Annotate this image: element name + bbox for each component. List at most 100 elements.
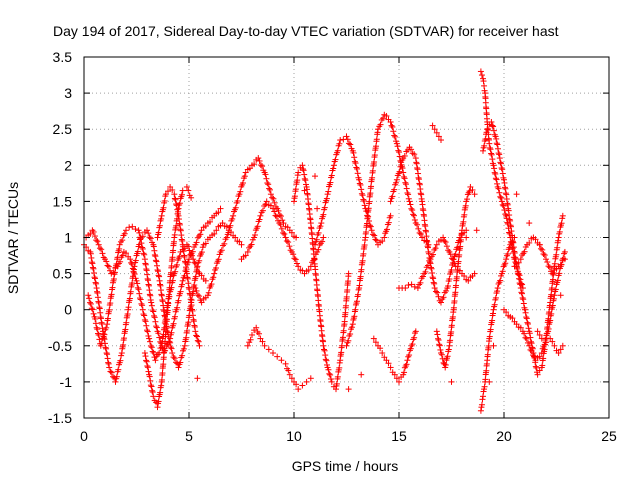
data-point [295, 386, 302, 393]
data-point [198, 299, 205, 306]
data-point-interp [487, 326, 494, 333]
data-point-interp [117, 357, 124, 364]
data-point [513, 321, 520, 328]
data-point-interp [180, 345, 187, 352]
data-point-interp [87, 300, 94, 307]
data-point-interp [110, 276, 117, 283]
data-point-interp [350, 149, 357, 156]
data-point-interp [503, 215, 510, 222]
data-point-interp [556, 228, 563, 235]
data-points [81, 68, 568, 414]
data-point [270, 350, 276, 357]
y-tick-label: 3 [64, 85, 72, 101]
data-point [396, 378, 402, 385]
data-point-interp [480, 78, 487, 85]
data-point-interp [126, 224, 133, 231]
data-point [179, 187, 186, 194]
data-point-interp [94, 238, 101, 245]
data-point-interp [401, 369, 408, 376]
data-point-interp [448, 255, 455, 262]
data-point-interp [87, 250, 94, 257]
data-point-interp [419, 273, 426, 280]
data-point-interp [346, 140, 353, 147]
data-point-interp [527, 346, 534, 353]
data-point [526, 342, 533, 349]
data-point-interp [134, 280, 141, 287]
data-point [383, 357, 390, 364]
data-point-interp [143, 358, 150, 365]
data-point-interp [225, 229, 232, 236]
data-point-interp [359, 192, 366, 199]
data-point [431, 126, 438, 133]
data-point [257, 335, 264, 342]
data-point-interp [424, 262, 431, 269]
data-point-interp [130, 269, 137, 276]
data-point-interp [149, 307, 156, 314]
data-point-interp [361, 202, 368, 209]
data-point [557, 292, 564, 299]
data-point-interp [361, 198, 367, 205]
data-point-interp [193, 332, 200, 339]
data-point-interp [325, 366, 332, 373]
data-point-interp [115, 366, 122, 373]
data-point-interp [138, 240, 145, 247]
data-point-interp [414, 221, 421, 228]
data-point-interp [281, 231, 288, 238]
data-point [370, 335, 377, 342]
data-point-interp [215, 256, 222, 263]
data-point-interp [549, 338, 556, 345]
data-point-interp [271, 208, 278, 215]
data-point-interp [516, 280, 523, 287]
x-tick-label: 20 [496, 428, 512, 444]
data-point [106, 364, 113, 371]
data-point-interp [301, 171, 308, 178]
data-point-interp [554, 277, 561, 284]
data-point-interp [227, 222, 234, 229]
data-point-interp [262, 201, 269, 208]
data-point-interp [532, 363, 539, 370]
data-point-interp [108, 369, 115, 376]
data-point-interp [121, 230, 128, 237]
data-point-interp [172, 268, 179, 275]
data-point-interp [320, 211, 327, 218]
data-point [314, 205, 321, 212]
data-point-interp [489, 122, 496, 129]
data-point-interp [504, 250, 511, 257]
data-point-interp [436, 342, 443, 349]
data-point-interp [417, 231, 424, 238]
data-point-interp [315, 229, 322, 236]
data-point-interp [300, 165, 306, 172]
data-point-interp [149, 387, 156, 394]
data-point-interp [137, 295, 143, 302]
data-point-interp [153, 323, 160, 330]
data-point-interp [92, 315, 99, 322]
data-point-interp [396, 149, 402, 156]
data-point-interp [554, 244, 561, 251]
data-point-interp [277, 221, 284, 228]
axis-ticks [83, 56, 610, 419]
data-point-interp [407, 201, 414, 208]
y-tick-label: 1.5 [53, 193, 73, 209]
data-point-interp [394, 143, 401, 150]
data-point [486, 378, 493, 385]
data-point-interp [288, 375, 295, 382]
data-point-interp [92, 279, 99, 286]
data-point-interp [167, 344, 174, 351]
data-point-interp [280, 229, 287, 236]
data-point-interp [499, 166, 506, 173]
data-point [188, 194, 195, 201]
data-point-interp [193, 333, 200, 340]
data-point-interp [179, 281, 185, 288]
data-point-interp [171, 195, 178, 202]
data-point-interp [147, 377, 154, 384]
data-point-interp [491, 301, 498, 308]
data-point-interp [251, 161, 258, 168]
data-point-interp [524, 319, 531, 326]
data-point-interp [198, 272, 205, 279]
data-point-interp [151, 314, 158, 321]
data-point-interp [381, 354, 388, 361]
data-point-interp [153, 258, 160, 265]
data-point-interp [445, 346, 452, 353]
data-point [408, 281, 415, 288]
data-point-interp [119, 237, 126, 244]
